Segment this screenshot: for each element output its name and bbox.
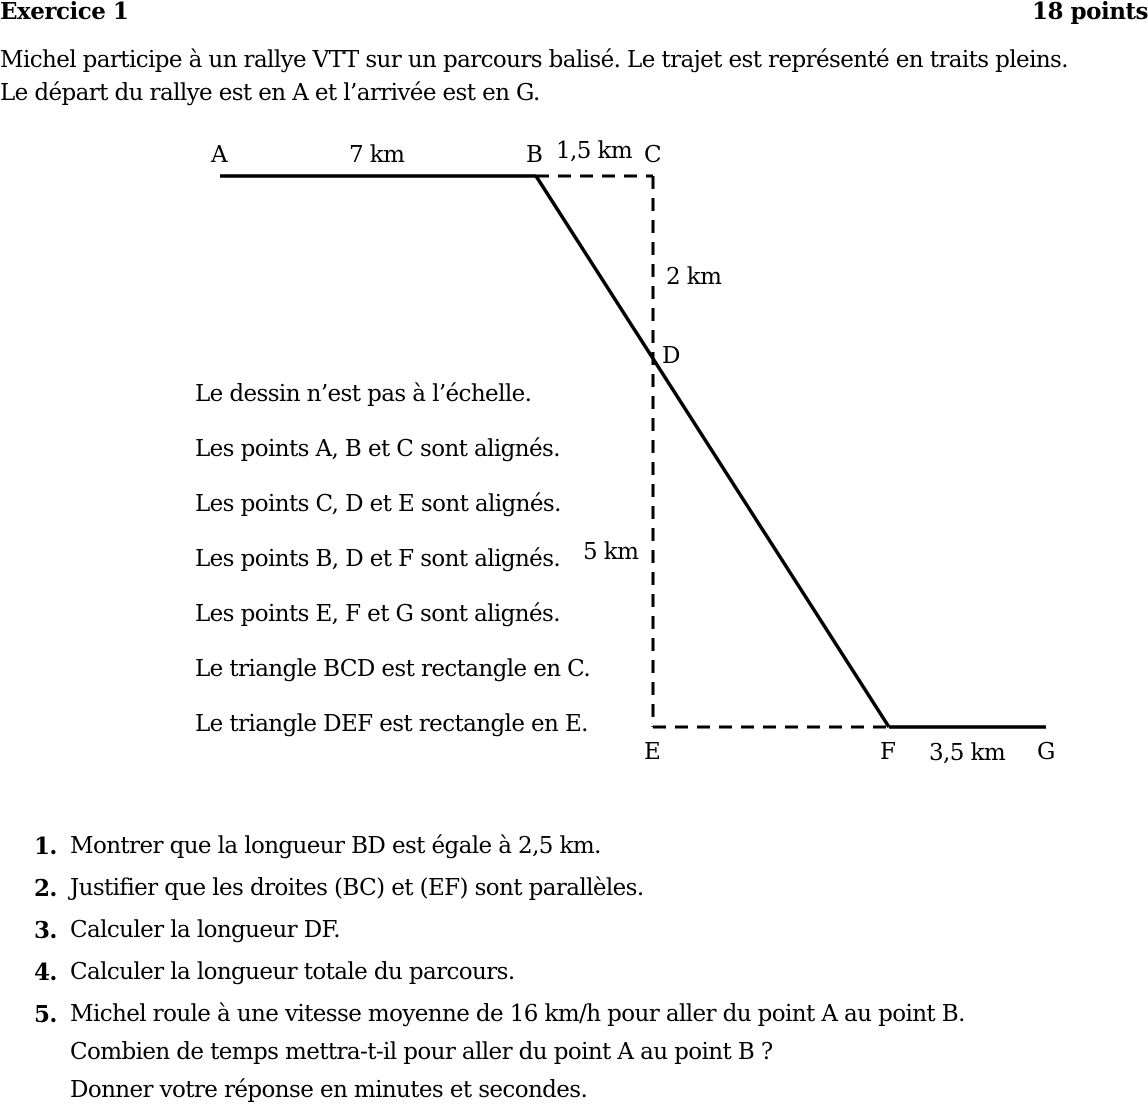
- note-line: Les points A, B et C sont alignés.: [195, 433, 590, 488]
- question-list: 1. Montrer que la longueur BD est égale …: [0, 830, 965, 1116]
- question-item: 2. Justifier que les droites (BC) et (EF…: [0, 872, 965, 905]
- note-line: Les points C, D et E sont alignés.: [195, 488, 590, 543]
- point-b-label: B: [526, 142, 542, 168]
- question-text: Combien de temps mettra-t-il pour aller …: [70, 1036, 965, 1069]
- length-fg-label: 3,5 km: [929, 740, 1006, 766]
- question-number: 5.: [34, 998, 57, 1031]
- point-f-label: F: [880, 739, 895, 765]
- point-d-label: D: [662, 343, 680, 369]
- point-a-label: A: [210, 142, 228, 168]
- length-cd-label: 2 km: [666, 264, 722, 290]
- length-bc-label: 1,5 km: [556, 138, 633, 164]
- figure-notes: Le dessin n’est pas à l’échelle. Les poi…: [195, 378, 590, 763]
- question-text: Calculer la longueur totale du parcours.: [70, 956, 965, 989]
- question-number: 1.: [34, 830, 57, 863]
- point-c-label: C: [644, 142, 661, 168]
- note-line: Le dessin n’est pas à l’échelle.: [195, 378, 590, 433]
- note-line: Les points B, D et F sont alignés.: [195, 543, 590, 598]
- question-item: 5. Michel roule à une vitesse moyenne de…: [0, 998, 965, 1107]
- question-text: Michel roule à une vitesse moyenne de 16…: [70, 998, 965, 1031]
- question-number: 2.: [34, 872, 57, 905]
- question-text: Calculer la longueur DF.: [70, 914, 965, 947]
- question-item: 1. Montrer que la longueur BD est égale …: [0, 830, 965, 863]
- question-number: 3.: [34, 914, 57, 947]
- length-de-label: 5 km: [583, 539, 639, 565]
- note-line: Les points E, F et G sont alignés.: [195, 598, 590, 653]
- point-e-label: E: [644, 739, 660, 765]
- note-line: Le triangle BCD est rectangle en C.: [195, 653, 590, 708]
- question-text: Donner votre réponse en minutes et secon…: [70, 1074, 965, 1107]
- length-ab-label: 7 km: [349, 142, 405, 168]
- question-item: 3. Calculer la longueur DF.: [0, 914, 965, 947]
- question-text: Montrer que la longueur BD est égale à 2…: [70, 830, 965, 863]
- point-g-label: G: [1037, 739, 1055, 765]
- question-item: 4. Calculer la longueur totale du parcou…: [0, 956, 965, 989]
- question-number: 4.: [34, 956, 57, 989]
- question-text: Justifier que les droites (BC) et (EF) s…: [70, 872, 965, 905]
- note-line: Le triangle DEF est rectangle en E.: [195, 708, 590, 763]
